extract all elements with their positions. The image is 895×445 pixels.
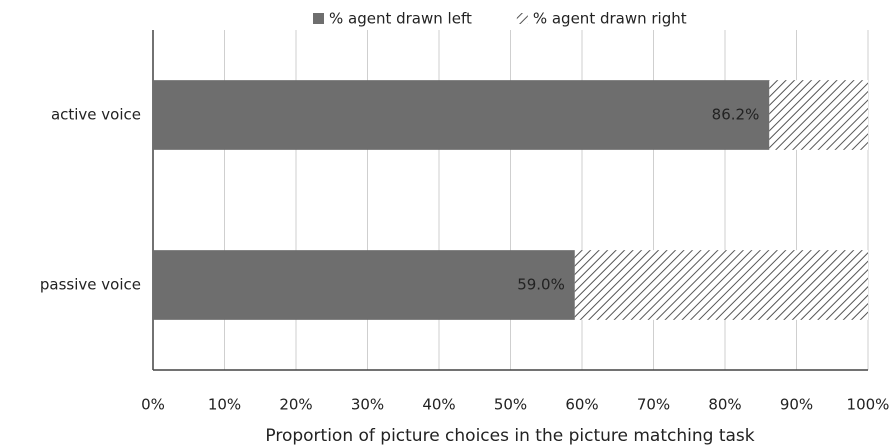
x-tick-label: 70% [637,396,670,414]
x-tick-label: 50% [494,396,527,414]
legend-swatch [516,13,528,24]
x-tick-label: 100% [847,396,890,414]
data-label: 59.0% [517,276,565,294]
data-label: 86.2% [712,106,760,124]
x-tick-label: 0% [141,396,165,414]
x-tick-label: 60% [565,396,598,414]
x-tick-label: 90% [780,396,813,414]
legend-label: % agent drawn left [329,10,472,28]
legend-label: % agent drawn right [533,10,687,28]
x-tick-label: 20% [279,396,312,414]
x-tick-label: 80% [708,396,741,414]
x-tick-label: 40% [422,396,455,414]
bar-segment [153,250,575,320]
bar-segment [574,250,868,320]
legend-swatch [313,13,324,24]
bar-segment [769,80,868,150]
y-tick-label: active voice [51,106,141,124]
x-tick-label: 10% [208,396,241,414]
y-tick-label: passive voice [40,276,141,294]
x-axis-title: Proportion of picture choices in the pic… [265,426,754,445]
bar-segment [153,80,770,150]
x-tick-label: 30% [351,396,384,414]
